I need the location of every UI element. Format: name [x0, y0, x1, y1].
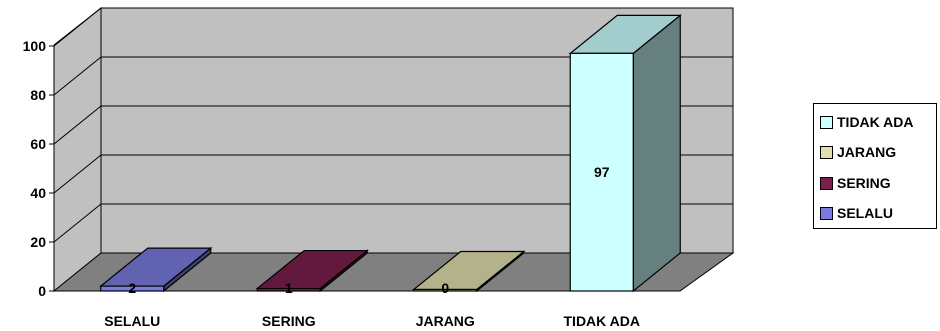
- x-axis-labels: SELALU SERING JARANG TIDAK ADA: [104, 313, 640, 329]
- x-category-label: JARANG: [416, 313, 475, 329]
- y-tick-label: 60: [30, 136, 46, 152]
- legend-label: SELALU: [837, 205, 893, 221]
- gridline-side: [53, 203, 102, 243]
- side-wall: [53, 6, 102, 293]
- bars: [99, 14, 682, 293]
- legend-swatch: [820, 176, 833, 190]
- bar-jarang: [412, 250, 526, 293]
- y-tick-label: 40: [30, 185, 46, 201]
- bar-tidak-ada: [568, 14, 682, 293]
- legend-label: JARANG: [837, 144, 897, 160]
- legend-label: SERING: [837, 175, 891, 191]
- y-axis-ticks: 0 20 40 60 80 100: [23, 38, 54, 299]
- gridline-side: [53, 154, 102, 194]
- bar-selalu: [99, 246, 213, 293]
- y-tick-label: 20: [30, 234, 46, 250]
- legend-label: TIDAK ADA: [837, 114, 914, 130]
- bar-sering: [255, 249, 369, 293]
- legend-item-selalu: SELALU: [820, 205, 893, 221]
- bar-front: [569, 52, 634, 292]
- gridline-side: [53, 105, 102, 145]
- gridline-side: [53, 7, 102, 47]
- x-category-label: SELALU: [104, 313, 160, 329]
- data-label: 97: [594, 164, 610, 180]
- data-label: 0: [441, 280, 449, 296]
- x-category-label: TIDAK ADA: [564, 313, 640, 329]
- legend-item-tidak-ada: TIDAK ADA: [820, 114, 913, 130]
- legend-item-sering: SERING: [820, 175, 891, 191]
- legend-item-jarang: JARANG: [820, 144, 896, 160]
- bar-side: [632, 14, 681, 293]
- y-tick-label: 80: [30, 87, 46, 103]
- legend-swatch: [820, 145, 833, 159]
- bar-front: [100, 285, 165, 292]
- bar-front: [256, 287, 321, 292]
- data-labels: 2 1 0 97: [128, 164, 609, 296]
- gridline-side: [53, 56, 102, 96]
- y-tick-label: 0: [38, 283, 46, 299]
- legend-swatch: [820, 115, 833, 129]
- y-tick-label: 100: [23, 38, 47, 54]
- legend: TIDAK ADA JARANG SERING SELALU: [813, 103, 937, 229]
- x-category-label: SERING: [262, 313, 316, 329]
- legend-swatch: [820, 206, 833, 220]
- data-label: 1: [285, 280, 293, 296]
- bar-front: [413, 288, 478, 292]
- data-label: 2: [128, 280, 136, 296]
